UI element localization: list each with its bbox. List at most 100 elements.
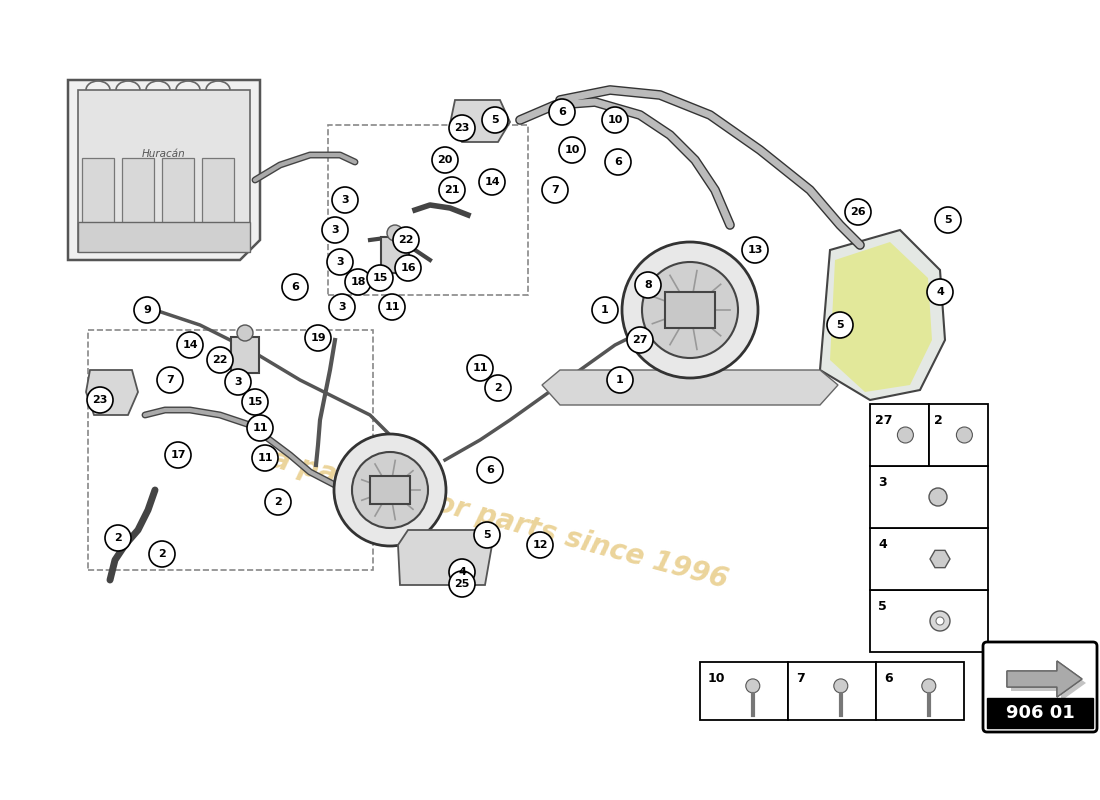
Circle shape [282, 274, 308, 300]
Text: 11: 11 [257, 453, 273, 463]
Text: 23: 23 [92, 395, 108, 405]
Circle shape [478, 169, 505, 195]
Circle shape [930, 488, 947, 506]
Circle shape [834, 679, 848, 693]
Circle shape [327, 249, 353, 275]
Circle shape [345, 269, 371, 295]
Text: 2: 2 [274, 497, 282, 507]
Circle shape [474, 522, 500, 548]
Text: 1: 1 [601, 305, 609, 315]
Circle shape [527, 532, 553, 558]
Circle shape [329, 294, 355, 320]
Circle shape [956, 427, 972, 443]
Circle shape [542, 177, 568, 203]
Circle shape [607, 367, 632, 393]
Text: 7: 7 [166, 375, 174, 385]
Text: 14: 14 [183, 340, 198, 350]
Bar [700, 662, 788, 720]
Circle shape [898, 427, 913, 443]
Text: 10: 10 [708, 672, 726, 685]
Polygon shape [450, 100, 510, 142]
Bar [788, 662, 876, 720]
Circle shape [477, 457, 503, 483]
Circle shape [226, 369, 251, 395]
Text: 12: 12 [532, 540, 548, 550]
Circle shape [236, 325, 253, 341]
Text: 9: 9 [143, 305, 151, 315]
Circle shape [352, 452, 428, 528]
Text: 16: 16 [400, 263, 416, 273]
Circle shape [485, 375, 512, 401]
Text: 11: 11 [252, 423, 267, 433]
Circle shape [432, 147, 458, 173]
Text: 15: 15 [372, 273, 387, 283]
Bar [870, 590, 988, 652]
Text: 3: 3 [338, 302, 345, 312]
Circle shape [642, 262, 738, 358]
Circle shape [635, 272, 661, 298]
Circle shape [207, 347, 233, 373]
Bar [88, 330, 373, 570]
Text: 17: 17 [170, 450, 186, 460]
Polygon shape [398, 530, 492, 585]
Circle shape [927, 279, 953, 305]
Text: 20: 20 [438, 155, 453, 165]
Circle shape [605, 149, 631, 175]
Text: 2: 2 [934, 414, 943, 427]
Bar [82, 158, 114, 238]
Bar [78, 90, 250, 252]
Circle shape [627, 327, 653, 353]
Text: 27: 27 [632, 335, 648, 345]
Bar [381, 237, 409, 273]
Text: 906 01: 906 01 [1005, 704, 1075, 722]
Text: 3: 3 [341, 195, 349, 205]
Text: 3: 3 [331, 225, 339, 235]
Text: 10: 10 [607, 115, 623, 125]
Bar [202, 158, 234, 238]
Circle shape [449, 115, 475, 141]
Circle shape [827, 312, 853, 338]
Circle shape [935, 207, 961, 233]
Text: 7: 7 [551, 185, 559, 195]
FancyBboxPatch shape [983, 642, 1097, 732]
Text: 14: 14 [484, 177, 499, 187]
Circle shape [177, 332, 204, 358]
Text: 11: 11 [384, 302, 399, 312]
Circle shape [134, 297, 159, 323]
Circle shape [379, 294, 405, 320]
Polygon shape [830, 242, 932, 392]
Text: 8: 8 [645, 280, 652, 290]
Text: 6: 6 [486, 465, 494, 475]
Text: 6: 6 [614, 157, 622, 167]
Text: 2: 2 [114, 533, 122, 543]
Circle shape [449, 571, 475, 597]
Polygon shape [820, 230, 945, 400]
Circle shape [922, 679, 936, 693]
Circle shape [367, 265, 393, 291]
Polygon shape [930, 550, 950, 568]
Circle shape [439, 177, 465, 203]
Circle shape [332, 187, 358, 213]
Text: Huracán: Huracán [142, 149, 186, 159]
Text: 11: 11 [472, 363, 487, 373]
Circle shape [559, 137, 585, 163]
Text: 3: 3 [234, 377, 242, 387]
Polygon shape [1006, 661, 1082, 697]
Text: a passion for parts since 1996: a passion for parts since 1996 [268, 446, 732, 594]
Circle shape [930, 611, 950, 631]
Circle shape [746, 679, 760, 693]
Text: 26: 26 [850, 207, 866, 217]
Circle shape [165, 442, 191, 468]
Text: 3: 3 [878, 476, 887, 489]
Circle shape [104, 525, 131, 551]
Bar [870, 528, 988, 590]
Text: 4: 4 [878, 538, 887, 551]
Circle shape [395, 255, 421, 281]
Text: 19: 19 [310, 333, 326, 343]
Text: 2: 2 [494, 383, 502, 393]
Circle shape [678, 298, 702, 322]
Circle shape [87, 387, 113, 413]
Circle shape [148, 541, 175, 567]
Text: 5: 5 [944, 215, 952, 225]
Text: 22: 22 [398, 235, 414, 245]
